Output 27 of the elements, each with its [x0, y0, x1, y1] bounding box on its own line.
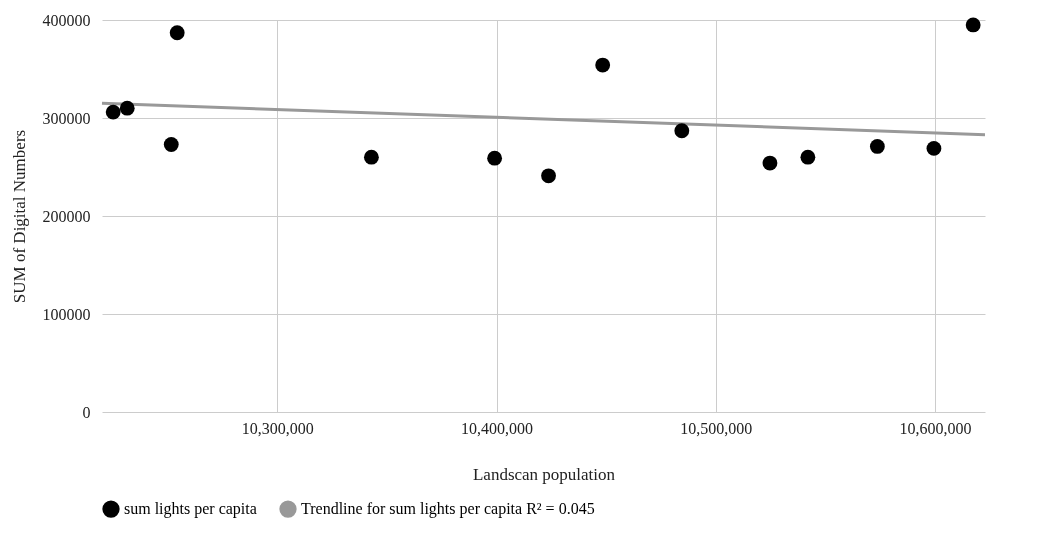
y-tick-label: 300000: [42, 109, 91, 127]
x-tick-label: 10,600,000: [899, 419, 972, 437]
x-tick-label: 10,300,000: [241, 419, 314, 437]
point: [926, 140, 942, 156]
point: [674, 123, 690, 139]
y-tick-label: 0: [82, 403, 91, 421]
x-tick-label: 10,500,000: [680, 419, 753, 437]
y-axis-title: SUM of Digital Numbers: [9, 129, 29, 304]
x-tick-label: 10,400,000: [461, 419, 534, 437]
x-axis-title: Landscan population: [472, 464, 616, 484]
point: [487, 150, 503, 166]
point: [364, 149, 379, 165]
point: [762, 155, 778, 171]
y-tick-label: 400000: [42, 11, 91, 29]
point: [800, 149, 816, 165]
point: [541, 168, 556, 184]
point: [869, 139, 885, 154]
y-tick-label: 100000: [42, 305, 91, 323]
point: [163, 137, 179, 152]
point: [119, 100, 135, 116]
point: [169, 25, 185, 41]
y-tick-label: 200000: [42, 207, 91, 225]
legend-label: sum lights per capita: [124, 500, 257, 519]
legend-label: Trendline for sum lights per capita R² = 0.045: [301, 500, 595, 519]
point: [965, 17, 981, 33]
point: [595, 57, 611, 73]
point: [105, 104, 121, 120]
